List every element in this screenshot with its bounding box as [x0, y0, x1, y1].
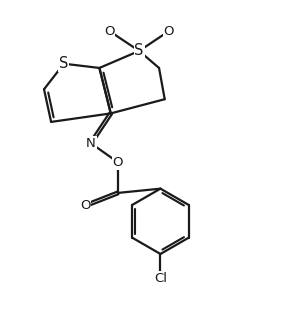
Text: O: O: [104, 25, 114, 37]
Text: S: S: [59, 56, 69, 71]
Text: N: N: [86, 137, 96, 150]
Text: S: S: [134, 43, 144, 58]
Text: O: O: [164, 25, 174, 37]
Text: O: O: [113, 156, 123, 169]
Text: Cl: Cl: [154, 272, 167, 285]
Text: O: O: [80, 199, 90, 212]
